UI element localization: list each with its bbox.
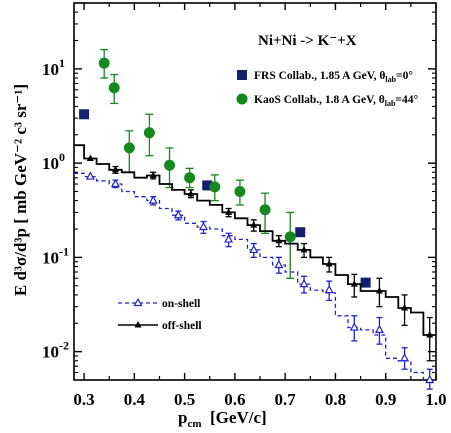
off-shell-point-marker bbox=[350, 280, 358, 287]
x-tick-label: 0.3 bbox=[73, 390, 94, 409]
frs-data-point bbox=[360, 277, 371, 288]
on-shell-point-marker bbox=[198, 221, 208, 231]
kaos-data-point bbox=[108, 82, 120, 94]
kaos-data-point bbox=[143, 127, 155, 139]
legend-experiments: FRS Collab., 1.85 A GeV, θlab=0° KaoS Co… bbox=[236, 70, 418, 108]
kaos-data-point bbox=[234, 186, 246, 197]
kaos-data-point bbox=[209, 181, 221, 193]
on-shell-point-marker bbox=[249, 244, 259, 254]
x-tick-label: 0.6 bbox=[224, 390, 245, 409]
x-tick-label: 0.5 bbox=[174, 390, 195, 409]
legend-label-kaos-main: KaoS Collab., 1.8 A GeV, θ bbox=[254, 94, 385, 106]
kaos-data-point bbox=[259, 204, 271, 216]
legend-calculations: on-shell off-shell bbox=[118, 297, 202, 332]
on-shell-point-marker bbox=[425, 374, 435, 384]
off-shell-point-marker bbox=[401, 304, 409, 311]
legend-marker-off-shell bbox=[134, 321, 142, 328]
y-tick-label: 10-1 bbox=[42, 244, 69, 267]
legend-marker-frs bbox=[237, 70, 247, 80]
on-shell-point-marker bbox=[299, 278, 309, 288]
kaos-data-point bbox=[184, 172, 196, 184]
x-tick-label: 0.7 bbox=[275, 390, 297, 409]
x-tick-label: 0.4 bbox=[124, 390, 146, 409]
legend-label-kaos-sub: lab bbox=[385, 99, 396, 108]
off-shell-point-marker bbox=[325, 260, 333, 267]
on-shell-point-marker bbox=[274, 259, 284, 269]
legend-label-off-shell: off-shell bbox=[162, 320, 202, 332]
y-tick-label-base: 10 bbox=[42, 343, 59, 362]
chart-title: Ni+Ni -> K⁻+X bbox=[258, 33, 357, 49]
on-shell-point-marker bbox=[400, 353, 410, 362]
x-axis-title-main: p bbox=[178, 408, 187, 427]
off-shell-point-marker bbox=[111, 165, 119, 173]
on-shell-point-marker bbox=[110, 178, 120, 188]
y-tick-label-exponent: 1 bbox=[59, 56, 65, 70]
off-shell-point-marker bbox=[426, 331, 434, 338]
legend-label-on-shell: on-shell bbox=[162, 298, 200, 310]
legend-marker-on-shell bbox=[133, 297, 143, 307]
y-tick-label-base: 10 bbox=[42, 60, 59, 79]
legend-label-frs-sub: lab bbox=[385, 75, 396, 84]
off-shell-point-marker bbox=[300, 245, 308, 253]
y-tick-label-exponent: 0 bbox=[59, 150, 65, 164]
on-shell-point-marker bbox=[324, 284, 334, 294]
kaos-data-point bbox=[284, 231, 296, 243]
x-tick-label: 0.8 bbox=[325, 390, 346, 409]
off-shell-point-marker bbox=[225, 208, 233, 215]
series-off-shell bbox=[74, 144, 436, 362]
kaos-data-point bbox=[123, 142, 135, 154]
x-tick-label: 0.9 bbox=[375, 390, 396, 409]
y-tick-label-exponent: -1 bbox=[59, 244, 69, 258]
x-axis-title-sub: cm bbox=[187, 418, 201, 430]
frs-data-point bbox=[295, 227, 306, 238]
legend-label-frs-main: FRS Collab., 1.85 A GeV, θ bbox=[254, 70, 385, 82]
on-shell-point-marker bbox=[224, 234, 234, 243]
series-layer bbox=[74, 48, 436, 390]
off-shell-step-line bbox=[74, 144, 436, 336]
series-kaos bbox=[98, 48, 296, 279]
series-on-shell bbox=[74, 171, 436, 390]
on-shell-point-marker bbox=[148, 195, 158, 204]
off-shell-point-marker bbox=[375, 286, 383, 294]
series-frs bbox=[79, 109, 371, 288]
on-shell-point-marker bbox=[173, 209, 183, 219]
off-shell-point-marker bbox=[187, 190, 195, 197]
y-tick-label-exponent: -2 bbox=[59, 339, 69, 353]
legend-label-kaos-tail: =44° bbox=[395, 94, 418, 106]
off-shell-point-marker bbox=[250, 221, 258, 228]
x-axis-title-rest: [GeV/c] bbox=[202, 408, 267, 427]
on-shell-point-marker bbox=[349, 322, 359, 331]
y-tick-label-base: 10 bbox=[42, 248, 59, 267]
y-tick-label: 10-2 bbox=[42, 339, 69, 362]
on-shell-step-line bbox=[74, 172, 436, 381]
frs-data-point bbox=[202, 180, 213, 191]
y-tick-label-base: 10 bbox=[42, 154, 59, 173]
off-shell-point-marker bbox=[86, 154, 94, 161]
x-tick-label: 1.0 bbox=[425, 390, 446, 409]
x-axis-title: pcm [GeV/c] bbox=[178, 408, 267, 430]
y-tick-label: 100 bbox=[42, 150, 65, 173]
legend-marker-kaos bbox=[236, 93, 248, 105]
kaos-data-point bbox=[164, 159, 176, 171]
off-shell-point-marker bbox=[149, 171, 157, 178]
legend-label-kaos: KaoS Collab., 1.8 A GeV, θlab=44° bbox=[254, 94, 418, 108]
on-shell-point-marker bbox=[374, 324, 384, 334]
off-shell-point-marker bbox=[275, 236, 283, 244]
y-tick-label: 101 bbox=[42, 56, 65, 79]
kaos-data-point bbox=[98, 57, 110, 69]
y-axis-title: E d³σ/d³p [ mb GeV⁻² c³ sr⁻¹] bbox=[11, 84, 30, 296]
on-shell-point-marker bbox=[85, 171, 95, 180]
frs-data-point bbox=[79, 109, 90, 120]
legend-label-frs: FRS Collab., 1.85 A GeV, θlab=0° bbox=[254, 70, 413, 84]
legend-label-frs-tail: =0° bbox=[396, 70, 413, 82]
